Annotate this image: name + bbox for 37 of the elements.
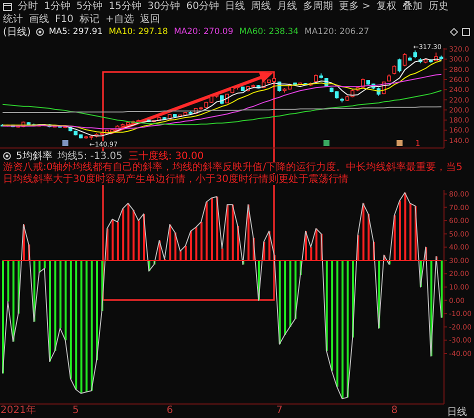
text: 均线5: -13.05 bbox=[57, 151, 123, 162]
text: MA60: 238.34 bbox=[239, 27, 299, 37]
x-tick-label: 5 bbox=[72, 405, 79, 416]
text: 30分钟 bbox=[147, 1, 180, 12]
text: F10 bbox=[55, 14, 74, 25]
text: 60分钟 bbox=[186, 1, 219, 12]
text: 返回 bbox=[140, 14, 160, 25]
text: 日线 bbox=[224, 1, 245, 12]
text: 周线 bbox=[250, 1, 271, 12]
text: +自选 bbox=[105, 14, 134, 25]
text: MA120: 206.27 bbox=[304, 27, 370, 37]
x-tick-label: 6 bbox=[166, 405, 173, 416]
text: 日线 bbox=[447, 406, 467, 418]
text: 1分钟 bbox=[44, 1, 70, 12]
text: 月线 bbox=[276, 1, 297, 12]
chart-title: (日线) bbox=[3, 27, 31, 38]
text: 标记 bbox=[79, 14, 100, 25]
text: 叠加 bbox=[402, 1, 423, 12]
text: 画线 bbox=[29, 14, 49, 25]
annotation: 1 bbox=[415, 139, 420, 148]
text: 更多 > bbox=[338, 1, 371, 12]
text: MA20: 270.09 bbox=[174, 27, 234, 37]
text: MA5: 297.91 bbox=[48, 27, 103, 37]
text: 统计 bbox=[3, 14, 23, 25]
text: 多周期 bbox=[302, 1, 333, 12]
text: 5分钟 bbox=[76, 1, 103, 12]
chart-subtitle: 游资八戒:0轴外均线都有自己的斜率，均线的斜率反映升值/下降的运行力度。中长均线斜率最重要，当5日均线斜率大于30度时容易产生单边行情，小于30度时行情则更处于震荡行情 bbox=[3, 162, 462, 185]
text: 复权 bbox=[376, 1, 397, 12]
text: 三十度线: 30.00 bbox=[128, 151, 204, 162]
text: 分时 bbox=[18, 1, 38, 12]
text: 15分钟 bbox=[108, 1, 142, 12]
chart-title: 5均斜率 bbox=[16, 151, 52, 162]
text: 历史 bbox=[428, 1, 449, 12]
x-tick-label: 2021年 bbox=[0, 404, 36, 416]
text: MA10: 297.18 bbox=[108, 27, 168, 37]
x-tick-label: 7 bbox=[276, 405, 283, 416]
x-tick-label: 8 bbox=[391, 405, 398, 416]
